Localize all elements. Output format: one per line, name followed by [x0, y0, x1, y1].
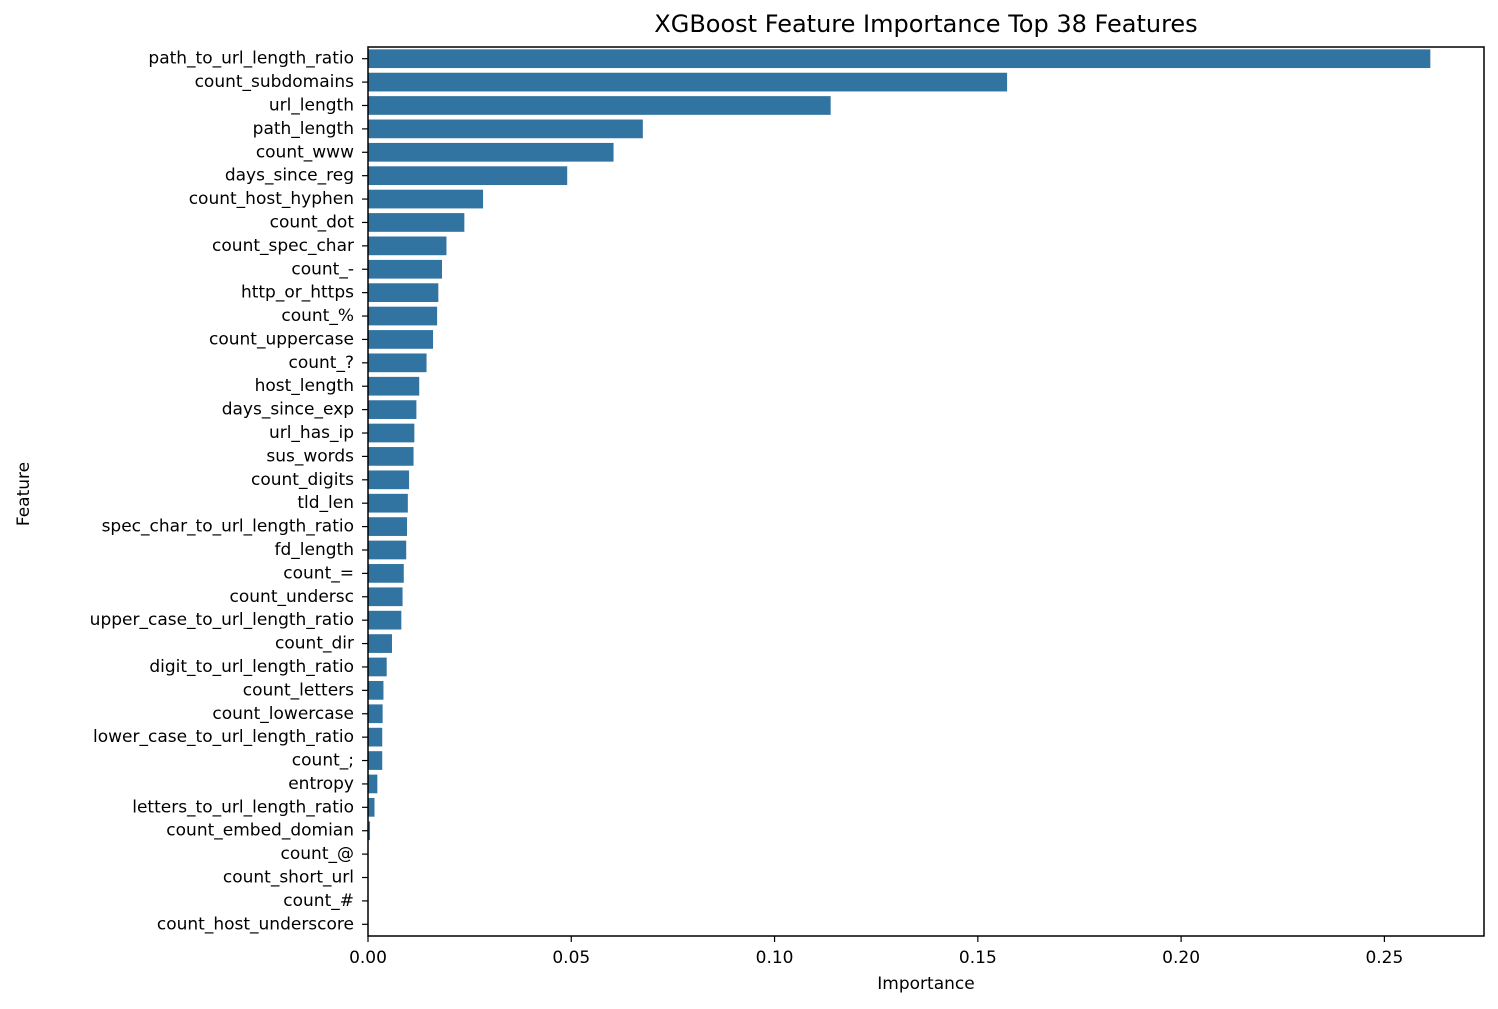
y-tick-label: count_# — [283, 891, 354, 911]
bar-group — [368, 49, 1431, 841]
bar — [368, 306, 438, 326]
y-tick-label: count_= — [283, 563, 354, 583]
bar — [368, 517, 408, 536]
y-tick-label: count_www — [256, 142, 354, 162]
y-tick-label: count_? — [289, 353, 355, 373]
bar — [368, 283, 439, 303]
y-tick-label: spec_char_to_url_length_ratio — [102, 517, 354, 537]
y-tick-label: digit_to_url_length_ratio — [149, 657, 354, 677]
bar — [368, 727, 383, 747]
x-tick-label: 0.20 — [1162, 948, 1200, 968]
y-tick-label: sus_words — [266, 446, 354, 466]
bar — [368, 704, 383, 724]
bar — [368, 189, 484, 209]
bar — [368, 400, 417, 419]
x-tick-label: 0.00 — [349, 948, 387, 968]
y-tick-label: count_host_hyphen — [189, 189, 354, 209]
bar — [368, 587, 403, 607]
bar — [368, 353, 427, 373]
bar — [368, 680, 384, 700]
bar — [368, 797, 375, 817]
y-tick-label: count_% — [281, 306, 354, 326]
bar — [368, 213, 465, 232]
y-tick-label: http_or_https — [241, 283, 354, 303]
y-tick-label: count_host_underscore — [157, 914, 354, 934]
bar — [368, 610, 402, 630]
y-tick-label: count_dot — [270, 212, 355, 232]
chart-title: XGBoost Feature Importance Top 38 Featur… — [654, 10, 1198, 38]
y-tick-label: lower_case_to_url_length_ratio — [93, 727, 354, 747]
y-tick-label: count_letters — [243, 680, 354, 700]
y-axis-ticks: path_to_url_length_ratio count_subdomains… — [90, 49, 368, 934]
x-axis-ticks: 0.00 0.05 0.10 0.15 0.20 0.25 — [349, 936, 1403, 968]
x-tick-label: 0.10 — [756, 948, 794, 968]
bar — [368, 166, 568, 186]
y-tick-label: count_- — [291, 259, 354, 279]
bar — [368, 96, 831, 115]
bar — [368, 49, 1431, 69]
bar — [368, 72, 1008, 92]
plot-frame — [367, 46, 1485, 937]
bar — [368, 774, 378, 794]
bar — [368, 657, 387, 677]
y-tick-label: count_digits — [251, 470, 354, 490]
y-tick-label: fd_length — [275, 540, 354, 560]
bar — [368, 564, 404, 583]
y-tick-label: upper_case_to_url_length_ratio — [90, 610, 354, 630]
y-tick-label: url_has_ip — [269, 423, 354, 443]
bar — [368, 493, 408, 513]
y-tick-label: count_@ — [281, 844, 354, 864]
bar — [368, 751, 383, 770]
bar — [368, 142, 614, 162]
x-tick-label: 0.05 — [552, 948, 590, 968]
y-tick-label: days_since_reg — [225, 166, 354, 186]
y-tick-label: count_subdomains — [195, 72, 355, 92]
y-tick-label: count_uppercase — [209, 329, 354, 349]
x-axis-label: Importance — [877, 974, 975, 994]
y-tick-label: url_length — [269, 95, 354, 115]
bar — [368, 236, 447, 256]
bar — [368, 330, 434, 349]
bar — [368, 259, 442, 279]
y-tick-label: tld_len — [297, 493, 354, 513]
y-tick-label: path_length — [253, 119, 354, 139]
x-tick-label: 0.15 — [959, 948, 997, 968]
y-tick-label: count_short_url — [223, 868, 354, 888]
y-tick-label: entropy — [288, 774, 354, 794]
y-tick-label: host_length — [255, 376, 354, 396]
bar — [368, 447, 414, 466]
y-tick-label: days_since_exp — [222, 400, 354, 420]
bar — [368, 821, 371, 841]
bar — [368, 119, 643, 139]
y-tick-label: count_undersc — [230, 587, 354, 607]
y-tick-label: count_embed_domian — [166, 821, 354, 841]
y-tick-label: count_; — [292, 751, 354, 771]
y-tick-label: count_lowercase — [212, 704, 354, 724]
y-tick-label: count_dir — [275, 634, 354, 654]
bar — [368, 423, 415, 443]
y-tick-label: path_to_url_length_ratio — [148, 49, 354, 69]
bar — [368, 540, 407, 560]
bar — [368, 634, 392, 653]
y-tick-label: count_spec_char — [212, 236, 354, 256]
bar — [368, 470, 410, 490]
y-axis-label: Feature — [14, 461, 34, 527]
bar — [368, 376, 420, 396]
x-tick-label: 0.25 — [1365, 948, 1403, 968]
y-tick-label: letters_to_url_length_ratio — [132, 797, 354, 817]
